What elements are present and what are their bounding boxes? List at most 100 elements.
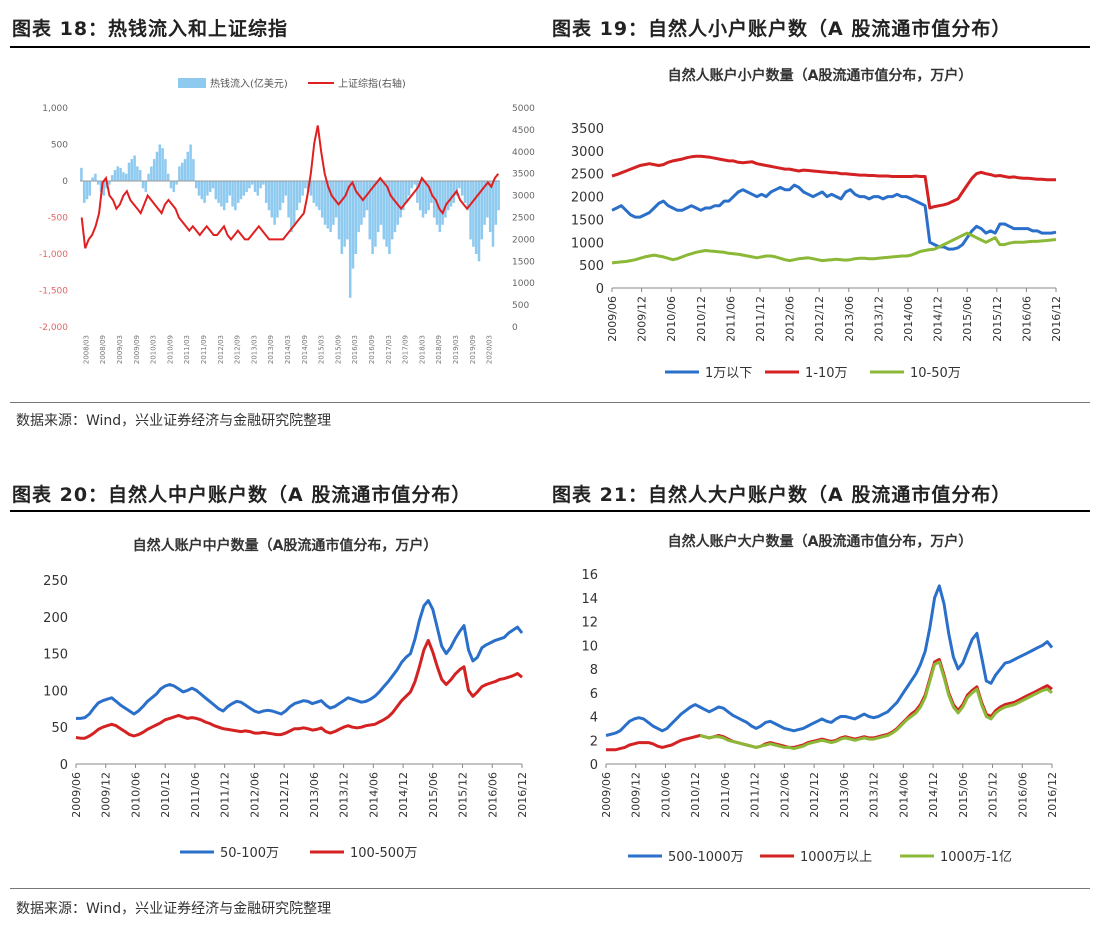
bar [292,181,296,225]
bar [262,181,265,185]
bar [236,181,240,203]
y-left-tick-label: 1,000 [42,104,68,114]
bar [480,181,484,240]
x-tick-label: 2009/06 [606,296,619,342]
y-tick-label: 150 [43,648,68,663]
bar [133,155,136,181]
x-tick-label: 2018/03 [418,335,426,364]
x-tick-label: 2011/06 [719,772,732,818]
bar [220,181,223,207]
bar-series-hot-money [80,144,500,298]
bar [245,181,248,192]
series-line [611,231,1057,265]
y-axis: 0 500 1000 1500 2000 2500 3000 3500 [571,122,1056,297]
x-tick-label: 2014/06 [367,772,380,818]
x-tick-label: 2012/06 [778,772,791,818]
bar [222,181,226,211]
bar [169,181,173,189]
y-right-tick-label: 2500 [512,214,535,224]
series-line [75,638,523,740]
top-rule [10,46,1090,48]
bar [497,181,500,211]
bar [239,181,243,200]
legend-label: 500-1000万 [668,850,744,865]
x-tick-label: 2013/12 [868,772,881,818]
y-tick-label: 0 [60,758,68,773]
bar [264,181,268,203]
bar [231,181,234,207]
bar [446,181,450,211]
bar [96,181,100,185]
y-right-tick-label: 3500 [512,170,535,180]
series-line [76,599,524,720]
bar [102,181,106,196]
bar [309,181,313,196]
y-tick-label: 4 [590,711,598,726]
bar [141,181,145,189]
x-tick-label: 2016/09 [368,335,376,364]
panel-title-18: 图表 18：热钱流入和上证综指 [12,18,289,40]
y-axis-left: 1,000 500 0 -500 -1,000 -1,500 -2,000 [39,104,68,333]
bar [259,181,262,189]
bar [116,166,120,181]
x-tick-label: 2009/06 [600,772,613,818]
bar [178,166,181,181]
bar [424,181,428,214]
legend-swatch-hot-money [178,78,206,88]
bar [460,181,464,196]
y-tick-label: 16 [581,568,598,583]
legend-19: 1万以下 1-10万 10-50万 [665,366,961,381]
bar [278,181,282,211]
bar [393,181,397,233]
bar [108,181,111,185]
x-tick-label: 2009/09 [133,335,141,364]
x-tick-label: 2014/12 [397,772,410,818]
series-line [605,584,1054,737]
x-tick-label: 2010/03 [150,335,158,364]
bar [357,181,360,233]
bar [334,181,338,218]
bar [382,181,386,240]
bar [80,167,83,181]
x-tick-label: 2010/06 [665,296,678,342]
bar [438,181,442,233]
legend-label: 10-50万 [910,366,961,381]
bar [323,181,327,225]
series-line [611,183,1057,251]
bar [214,181,218,200]
x-tick-label: 2013/09 [267,335,275,364]
x-tick-label: 2015/12 [457,772,470,818]
bar [208,181,212,192]
y-left-tick-label: 500 [51,141,68,151]
bar [130,159,134,181]
legend-label: 1000万-1亿 [940,850,1012,865]
series-group [75,599,524,740]
bar [418,181,422,211]
y-right-tick-label: 500 [512,301,529,311]
bar [343,181,346,247]
bar [472,181,475,247]
panel-title-19: 图表 19：自然人小户账户数（A 股流通市值分布） [552,18,1012,40]
x-tick-label: 2014/06 [897,772,910,818]
bar [404,181,408,203]
bar [474,181,478,254]
x-tick-label: 2018/09 [435,335,443,364]
y-right-tick-label: 5000 [512,104,535,114]
x-tick-label: 2011/06 [189,772,202,818]
legend-label: 1000万以上 [800,850,872,865]
panel-title-20: 图表 20：自然人中户账户数（A 股流通市值分布） [12,484,472,506]
bar [298,181,302,203]
x-tick-label: 2015/12 [987,772,1000,818]
y-axis: 0 50 100 150 200 250 [43,574,522,773]
bar [164,159,167,181]
x-tick-label: 2010/06 [659,772,672,818]
x-tick-label: 2013/03 [250,335,258,364]
x-tick-label: 2015/06 [427,772,440,818]
x-tick-label: 2012/03 [217,335,225,364]
x-tick-label: 2013/06 [308,772,321,818]
x-tick-label: 2013/06 [843,296,856,342]
x-tick-label: 2011/03 [183,335,191,364]
bar [477,181,481,262]
x-tick-label: 2016/06 [1016,772,1029,818]
bar [346,181,349,240]
